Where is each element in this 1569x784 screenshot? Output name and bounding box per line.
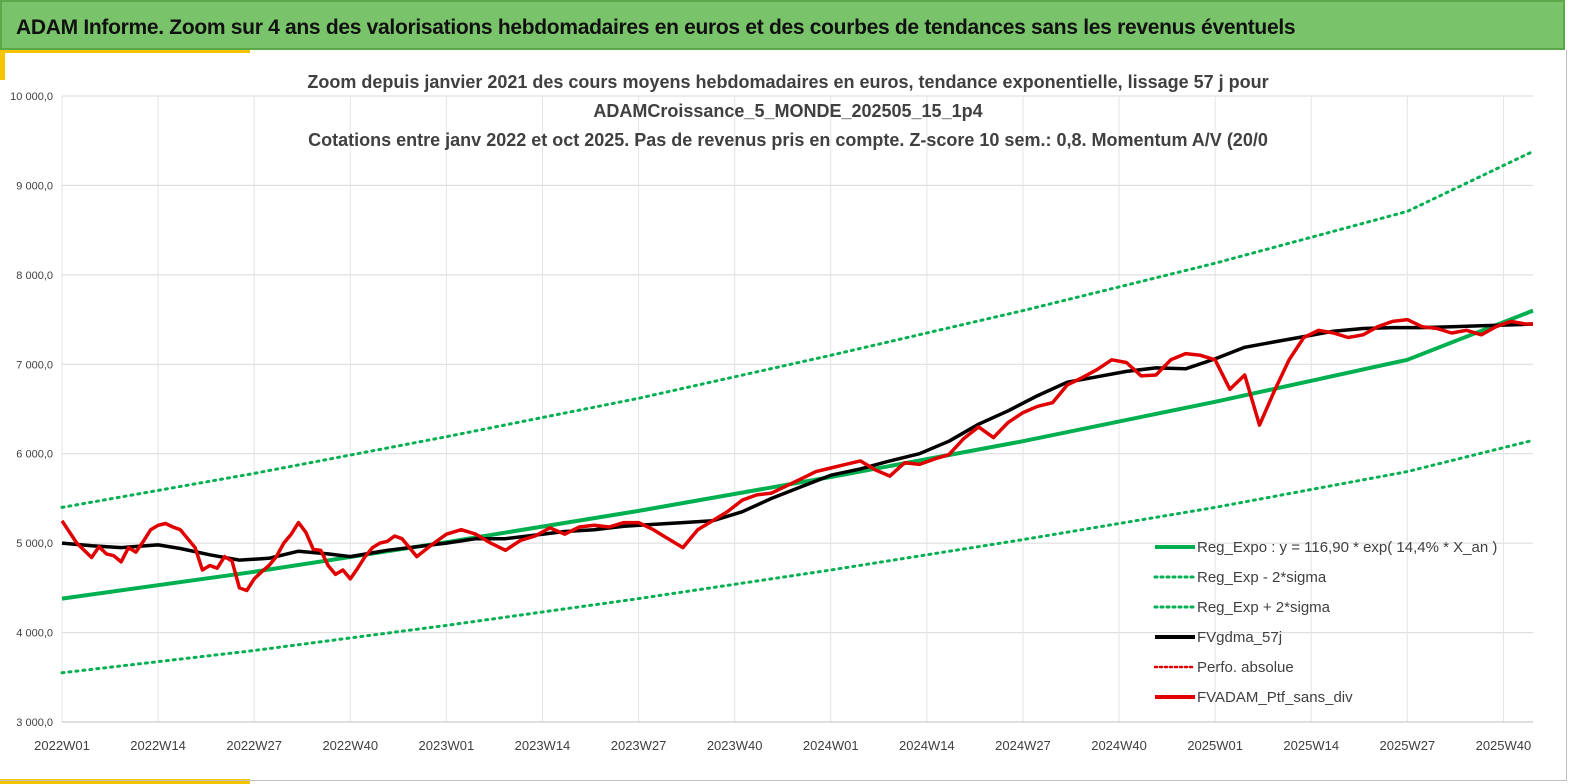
x-tick-label: 2024W27 [995, 738, 1051, 753]
chart-title: Zoom depuis janvier 2021 des cours moyen… [307, 72, 1268, 150]
x-tick-label: 2022W01 [34, 738, 90, 753]
frame-bottom-border [0, 780, 1567, 781]
x-tick-label: 2023W01 [419, 738, 475, 753]
x-tick-label: 2022W40 [322, 738, 378, 753]
legend: Reg_Expo : y = 116,90 * exp( 14,4% * X_a… [1153, 539, 1497, 706]
y-tick-label: 8 000,0 [16, 270, 53, 282]
x-tick-label: 2023W27 [611, 738, 667, 753]
accent-bar-top [0, 50, 250, 53]
x-tick-label: 2024W01 [803, 738, 859, 753]
y-tick-label: 7 000,0 [16, 359, 53, 371]
legend-label: Reg_Exp + 2*sigma [1197, 599, 1331, 616]
legend-label: FVgdma_57j [1197, 629, 1282, 646]
legend-label: Reg_Expo : y = 116,90 * exp( 14,4% * X_a… [1197, 539, 1497, 556]
accent-bar-bottom [0, 779, 250, 784]
y-tick-label: 10 000,0 [10, 91, 53, 103]
x-axis: 2022W01 2022W14 2022W27 2022W40 2023W01 2023W… [34, 721, 1533, 753]
title-banner: ADAM Informe. Zoom sur 4 ans des valoris… [0, 0, 1565, 50]
plot-area [60, 149, 1535, 675]
portfolio-line [60, 317, 1533, 593]
x-tick-label: 2024W40 [1091, 738, 1147, 753]
legend-label: FVADAM_Ptf_sans_div [1197, 689, 1353, 706]
x-tick-label: 2025W40 [1476, 738, 1532, 753]
y-tick-label: 4 000,0 [16, 628, 53, 640]
accent-bar-left [0, 50, 5, 80]
upper-band-line [60, 149, 1535, 509]
frame-right-border [1566, 50, 1567, 780]
x-tick-label: 2023W14 [515, 738, 571, 753]
smoothed-line [61, 322, 1534, 562]
x-tick-label: 2022W14 [130, 738, 186, 753]
x-tick-label: 2025W27 [1380, 738, 1436, 753]
chart-title-line: Zoom depuis janvier 2021 des cours moyen… [307, 72, 1268, 92]
y-tick-label: 5 000,0 [16, 538, 53, 550]
y-tick-label: 6 000,0 [16, 449, 53, 461]
chart-title-line: ADAMCroissance_5_MONDE_202505_15_1p4 [593, 101, 982, 121]
y-axis: 3 000,0 4 000,0 5 000,0 6 000,0 7 000,0 8 000… [10, 91, 53, 729]
x-tick-label: 2023W40 [707, 738, 763, 753]
chart-title-line: Cotations entre janv 2022 et oct 2025. P… [308, 130, 1268, 150]
legend-label: Perfo. absolue [1197, 659, 1294, 676]
valuation-chart: Zoom depuis janvier 2021 des cours moyen… [10, 72, 1535, 753]
x-tick-label: 2024W14 [899, 738, 955, 753]
x-tick-label: 2025W14 [1283, 738, 1339, 753]
lower-band-line [60, 438, 1535, 675]
legend-label: Reg_Exp - 2*sigma [1197, 569, 1327, 586]
y-tick-label: 3 000,0 [16, 717, 53, 729]
page-title: ADAM Informe. Zoom sur 4 ans des valoris… [16, 16, 1296, 39]
grid-lines [61, 95, 1533, 723]
y-tick-label: 9 000,0 [16, 180, 53, 192]
x-tick-label: 2025W01 [1187, 738, 1243, 753]
x-tick-label: 2022W27 [226, 738, 282, 753]
